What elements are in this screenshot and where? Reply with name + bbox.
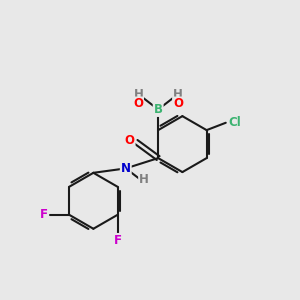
Text: F: F: [40, 208, 47, 221]
Text: Cl: Cl: [228, 116, 241, 129]
Text: H: H: [139, 173, 149, 186]
Text: F: F: [114, 234, 122, 247]
Text: H: H: [173, 88, 183, 101]
Text: N: N: [121, 162, 131, 175]
Text: O: O: [134, 97, 143, 110]
Text: H: H: [134, 88, 143, 101]
Text: B: B: [154, 103, 163, 116]
Text: O: O: [173, 97, 183, 110]
Text: O: O: [124, 134, 135, 147]
